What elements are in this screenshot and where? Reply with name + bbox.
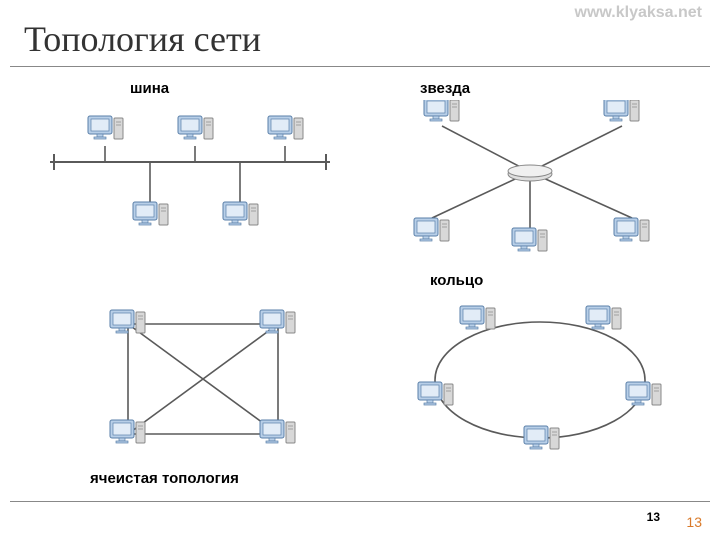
diagram-star [380,100,680,260]
label-ring: кольцо [430,272,483,289]
title-rule: Топология сети [10,18,710,67]
label-mesh: ячеистая топология [90,470,239,487]
page-number-black: 13 [647,510,660,524]
page-title: Топология сети [10,18,710,60]
diagram-ring [400,300,680,470]
bottom-rule [10,501,710,502]
label-star: звезда [420,80,470,97]
diagram-bus [40,110,340,240]
diagram-mesh [70,300,330,470]
page-number-orange: 13 [686,514,702,530]
label-bus: шина [130,80,169,97]
